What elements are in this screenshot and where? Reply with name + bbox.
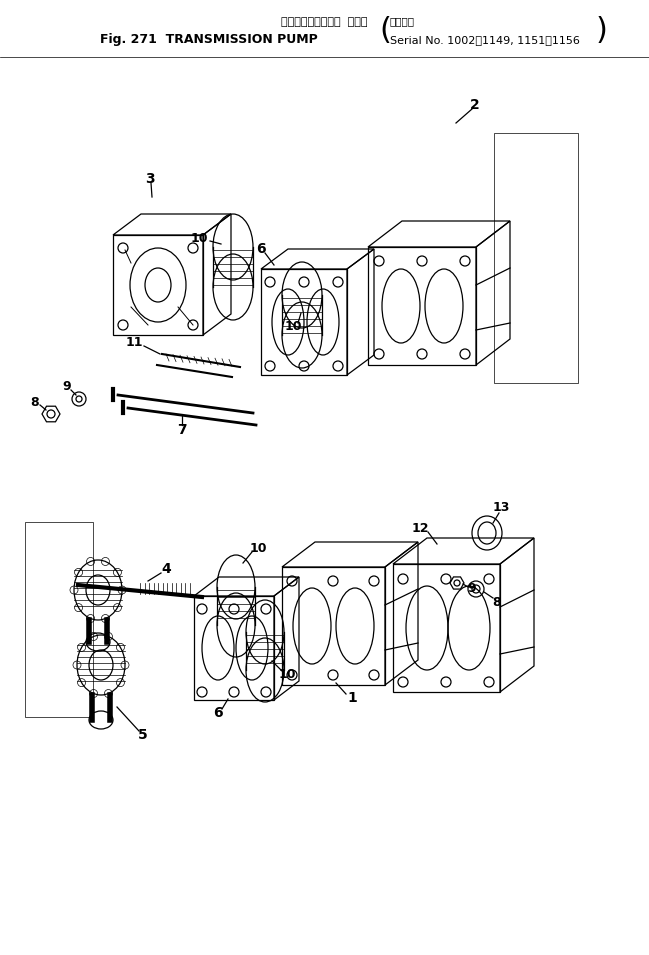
Text: 適用号機: 適用号機: [390, 16, 415, 26]
Text: (: (: [379, 16, 391, 46]
Text: 4: 4: [161, 562, 171, 576]
Text: 10: 10: [284, 321, 302, 333]
Text: 10: 10: [190, 232, 208, 245]
Text: 12: 12: [411, 521, 429, 535]
Text: Serial No. 1002～1149, 1151～1156: Serial No. 1002～1149, 1151～1156: [390, 35, 580, 45]
Text: 6: 6: [213, 706, 223, 720]
Text: 9: 9: [63, 379, 71, 393]
Text: 3: 3: [145, 172, 155, 186]
Text: 11: 11: [125, 335, 143, 349]
Text: 8: 8: [31, 395, 40, 409]
Text: 1: 1: [347, 691, 357, 705]
Text: 13: 13: [493, 501, 509, 515]
Text: トランスミッション  ポンプ: トランスミッション ポンプ: [281, 17, 367, 27]
Text: 2: 2: [470, 98, 480, 112]
Text: 6: 6: [256, 242, 266, 256]
Text: 9: 9: [468, 582, 476, 595]
Text: 5: 5: [138, 728, 148, 742]
Text: 10: 10: [249, 542, 267, 556]
Text: ): ): [596, 16, 608, 46]
Text: 7: 7: [177, 423, 187, 437]
Text: Fig. 271  TRANSMISSION PUMP: Fig. 271 TRANSMISSION PUMP: [100, 33, 318, 47]
Text: 8: 8: [493, 596, 501, 608]
Text: 10: 10: [278, 668, 296, 682]
